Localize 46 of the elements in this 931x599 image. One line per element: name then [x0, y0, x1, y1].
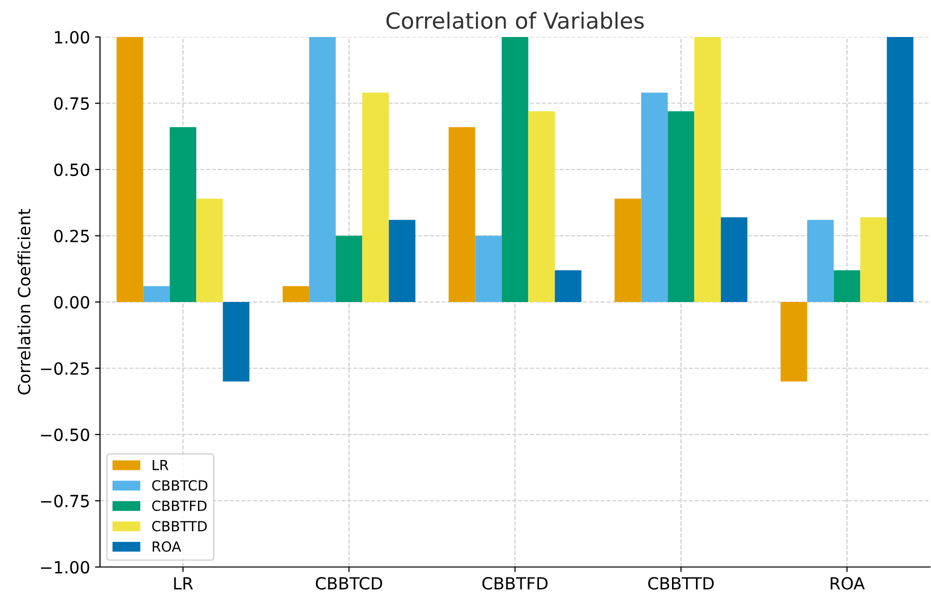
- y-tick-label: 0.50: [54, 163, 90, 176]
- bar: [834, 270, 860, 302]
- y-tick-label: 1.00: [55, 30, 90, 44]
- y-tick-label: −1.00: [40, 560, 90, 574]
- bar: [448, 127, 476, 302]
- legend-label: LR: [152, 460, 168, 470]
- y-tick-label: 0.00: [54, 296, 90, 309]
- y-tick-label: 0.25: [54, 230, 89, 242]
- y-tick-label: −0.50: [40, 428, 90, 442]
- bar: [694, 37, 721, 302]
- x-tick-label: LR: [174, 577, 193, 590]
- y-axis-title: Correlation Coefficient: [18, 209, 30, 394]
- y-tick-label: −0.75: [40, 494, 89, 508]
- bar: [668, 111, 694, 302]
- legend-label: CBBTCD: [152, 480, 208, 491]
- bar: [309, 37, 336, 302]
- bar: [143, 286, 170, 302]
- bar: [614, 198, 642, 302]
- y-tick-label: 0.75: [54, 97, 89, 110]
- bar: [336, 236, 362, 302]
- bar: [528, 111, 555, 302]
- legend-label: CBBTFD: [152, 500, 206, 512]
- legend-label: CBBTTD: [152, 520, 207, 532]
- legend-label: ROA: [152, 541, 182, 552]
- bar: [116, 37, 144, 302]
- bar: [807, 220, 834, 302]
- bar: [170, 127, 196, 302]
- bar: [780, 302, 808, 382]
- bar: [196, 198, 223, 302]
- bar: [362, 92, 389, 302]
- bar: [641, 92, 668, 302]
- bar: [554, 270, 582, 302]
- x-tick-label: CBBTFD: [482, 577, 548, 590]
- bar: [860, 217, 887, 302]
- x-tick-label: CBBTCD: [316, 577, 382, 590]
- bar: [886, 37, 914, 302]
- chart-title: Correlation of Variables: [386, 12, 644, 29]
- bar: [222, 302, 250, 382]
- bar: [502, 37, 528, 302]
- bar: [475, 236, 502, 302]
- bar: [282, 286, 310, 302]
- bar: [388, 220, 416, 302]
- x-tick-label: CBBTTD: [648, 577, 714, 590]
- x-tick-label: ROA: [830, 577, 865, 590]
- bar: [720, 217, 748, 302]
- y-tick-label: −0.25: [40, 362, 89, 375]
